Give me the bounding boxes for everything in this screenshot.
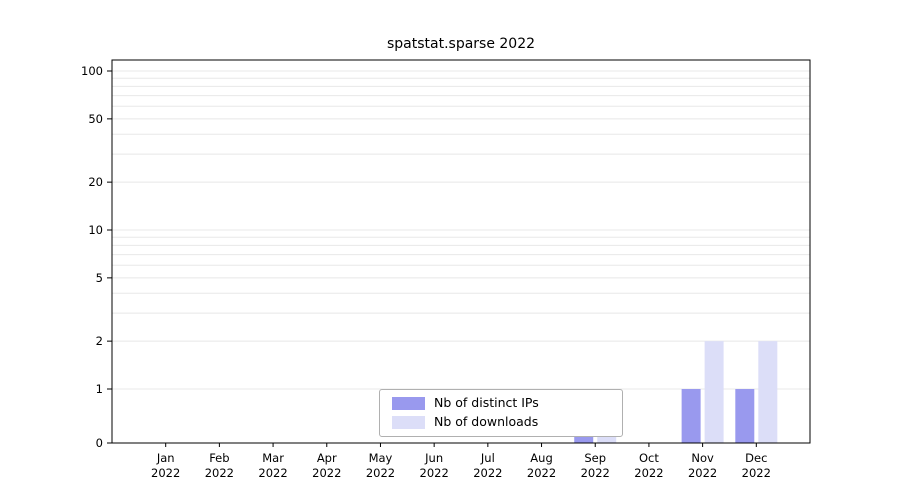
- x-tick-label-year: 2022: [258, 466, 287, 480]
- x-tick-label-year: 2022: [420, 466, 449, 480]
- x-tick-label-year: 2022: [742, 466, 771, 480]
- y-tick-label: 10: [88, 223, 103, 237]
- legend-item-distinct-ips: Nb of distinct IPs: [392, 397, 610, 410]
- y-tick-label: 20: [88, 175, 103, 189]
- bar-distinct-ips-nov: [681, 389, 701, 443]
- x-tick-label-month: Dec: [745, 451, 767, 465]
- axis-box: [111, 59, 811, 444]
- x-tick-label-year: 2022: [527, 466, 556, 480]
- y-tick-label: 0: [96, 436, 103, 450]
- y-tick-label: 2: [96, 334, 103, 348]
- x-tick-label-month: Jun: [424, 451, 443, 465]
- legend-item-downloads: Nb of downloads: [392, 416, 610, 429]
- x-tick-label-year: 2022: [581, 466, 610, 480]
- x-tick-label-month: Nov: [691, 451, 714, 465]
- x-tick-label-year: 2022: [312, 466, 341, 480]
- y-tick-label: 50: [88, 112, 103, 126]
- x-tick-label-month: Jul: [480, 451, 495, 465]
- legend: Nb of distinct IPs Nb of downloads: [379, 389, 623, 437]
- x-tick-label-year: 2022: [688, 466, 717, 480]
- bar-distinct-ips-dec: [735, 389, 755, 443]
- bar-downloads-nov: [704, 341, 724, 443]
- x-tick-label-year: 2022: [205, 466, 234, 480]
- x-tick-label-month: May: [369, 451, 393, 465]
- chart-title: spatstat.sparse 2022: [386, 36, 536, 52]
- x-tick-label-year: 2022: [151, 466, 180, 480]
- y-tick-label: 1: [96, 382, 103, 396]
- legend-swatch-downloads: [392, 416, 425, 429]
- x-tick-label-year: 2022: [366, 466, 395, 480]
- x-tick-label-month: Aug: [530, 451, 552, 465]
- x-tick-label-month: Sep: [584, 451, 606, 465]
- bar-downloads-dec: [758, 341, 778, 443]
- x-tick-label-year: 2022: [473, 466, 502, 480]
- legend-label-downloads: Nb of downloads: [434, 414, 539, 430]
- x-tick-label-month: Feb: [209, 451, 229, 465]
- x-tick-label-month: Mar: [262, 451, 284, 465]
- x-tick-label-month: Jan: [156, 451, 175, 465]
- x-tick-label-month: Oct: [639, 451, 659, 465]
- y-tick-label: 100: [81, 64, 103, 78]
- x-tick-label-month: Apr: [317, 451, 337, 465]
- x-tick-label-year: 2022: [634, 466, 663, 480]
- legend-swatch-distinct-ips: [392, 397, 425, 410]
- y-tick-label: 5: [96, 271, 103, 285]
- legend-label-distinct-ips: Nb of distinct IPs: [434, 395, 539, 411]
